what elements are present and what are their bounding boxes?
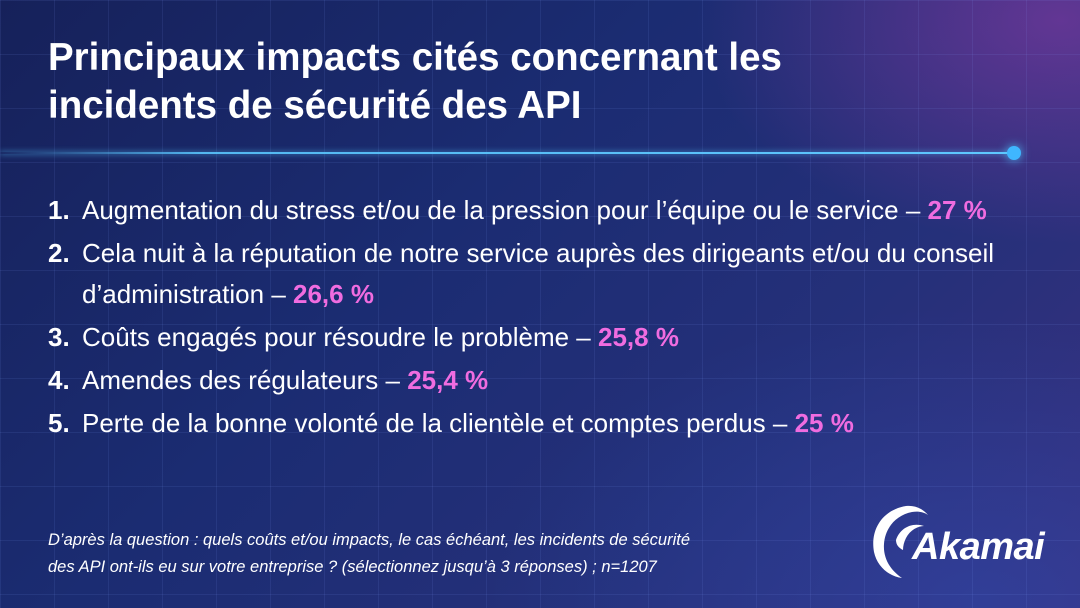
item-text: Coûts engagés pour résoudre le problème … bbox=[82, 317, 1008, 358]
impacts-list: 1. Augmentation du stress et/ou de la pr… bbox=[48, 190, 1008, 446]
item-text: Perte de la bonne volonté de la clientèl… bbox=[82, 403, 1008, 444]
item-number: 5. bbox=[48, 408, 70, 438]
divider-dot bbox=[1007, 146, 1021, 160]
item-label: Augmentation du stress et/ou de la press… bbox=[82, 195, 928, 225]
item-text: Amendes des régulateurs – 25,4 % bbox=[82, 360, 1008, 401]
divider-line bbox=[0, 152, 1010, 154]
footnote: D’après la question : quels coûts et/ou … bbox=[48, 527, 838, 581]
item-number: 4. bbox=[48, 365, 70, 395]
item-percentage: 25,4 % bbox=[407, 365, 489, 395]
item-text: Cela nuit à la réputation de notre servi… bbox=[82, 233, 1008, 315]
list-item: 5. Perte de la bonne volonté de la clien… bbox=[48, 403, 1008, 444]
item-percentage: 27 % bbox=[927, 195, 987, 225]
item-percentage: 25,8 % bbox=[598, 322, 679, 352]
item-text: Augmentation du stress et/ou de la press… bbox=[82, 190, 1008, 231]
item-label: Amendes des régulateurs – bbox=[82, 365, 408, 395]
item-label: Cela nuit à la réputation de notre servi… bbox=[82, 238, 995, 309]
akamai-logo-text: Akamai bbox=[912, 526, 1045, 568]
item-label: Perte de la bonne volonté de la clientèl… bbox=[82, 408, 795, 438]
page-title: Principaux impacts cités concernant les … bbox=[48, 36, 782, 127]
akamai-wave-icon bbox=[873, 505, 928, 578]
list-item: 2. Cela nuit à la réputation de notre se… bbox=[48, 233, 1008, 315]
item-number: 3. bbox=[48, 322, 70, 352]
footnote-line-1: D’après la question : quels coûts et/ou … bbox=[48, 531, 691, 549]
list-item: 4. Amendes des régulateurs – 25,4 % bbox=[48, 360, 1008, 401]
item-number: 1. bbox=[48, 195, 70, 225]
footnote-line-2: des API ont-ils eu sur votre entreprise … bbox=[48, 558, 657, 576]
item-percentage: 25 % bbox=[794, 408, 854, 438]
item-percentage: 26,6 % bbox=[293, 279, 374, 309]
list-item: 1. Augmentation du stress et/ou de la pr… bbox=[48, 190, 1008, 231]
list-item: 3. Coûts engagés pour résoudre le problè… bbox=[48, 317, 1008, 358]
item-label: Coûts engagés pour résoudre le problème … bbox=[82, 322, 598, 352]
akamai-logo: Akamai bbox=[866, 500, 1056, 580]
item-number: 2. bbox=[48, 238, 70, 268]
